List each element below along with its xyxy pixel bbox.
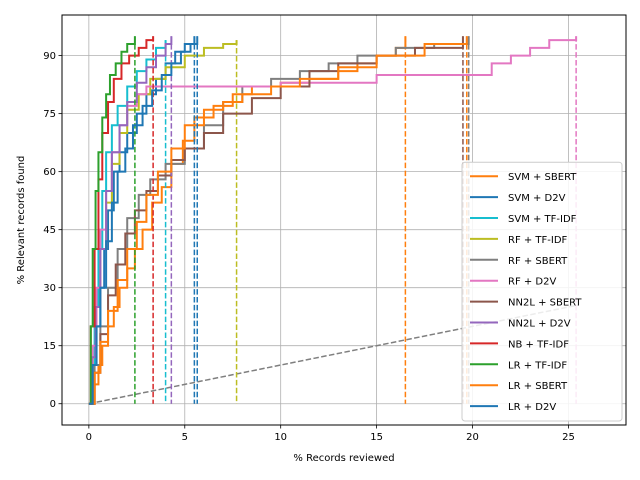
series-line-lr-tf-idf bbox=[88, 36, 136, 405]
y-tick-label: 30 bbox=[43, 283, 56, 294]
x-tick-label: 15 bbox=[370, 432, 383, 443]
y-axis-title: % Relevant records found bbox=[16, 156, 27, 285]
x-tick-label: 25 bbox=[562, 432, 575, 443]
legend-label-rf-sbert: RF + SBERT bbox=[508, 256, 568, 267]
legend-label-lr-d2v: LR + D2V bbox=[508, 402, 556, 413]
x-tick-label: 5 bbox=[182, 432, 188, 443]
legend-label-svm-d2v: SVM + D2V bbox=[508, 193, 566, 204]
y-tick-label: 45 bbox=[43, 225, 56, 236]
series-lines bbox=[88, 36, 579, 405]
series-line-lr-sbert bbox=[88, 36, 468, 405]
axes-frame bbox=[61, 14, 627, 426]
y-axis-ticks: 0 15 30 45 60 75 90 bbox=[43, 51, 62, 410]
legend-box bbox=[461, 161, 623, 422]
legend-label-lr-tf-idf: LR + TF-IDF bbox=[508, 360, 567, 371]
x-axis-title: % Records reviewed bbox=[293, 453, 394, 464]
legend-label-lr-sbert: LR + SBERT bbox=[508, 381, 568, 392]
legend-label-nb-tf-idf: NB + TF-IDF bbox=[508, 339, 569, 350]
legend: SVM + SBERT SVM + D2V SVM + TF-IDF RF + TF-… bbox=[461, 161, 623, 422]
legend-label-rf-tf-idf: RF + TF-IDF bbox=[508, 235, 568, 246]
series-line-nn2l-sbert bbox=[88, 36, 464, 405]
plot-area bbox=[88, 36, 579, 405]
legend-label-svm-sbert: SVM + SBERT bbox=[508, 172, 577, 183]
x-tick-label: 0 bbox=[86, 432, 92, 443]
x-axis-ticks: 0 5 10 15 20 25 bbox=[86, 425, 575, 443]
x-tick-label: 10 bbox=[274, 432, 287, 443]
legend-label-nn2l-d2v: NN2L + D2V bbox=[508, 319, 571, 330]
series-line-nb-tf-idf bbox=[88, 36, 155, 405]
series-line-lr-d2v bbox=[88, 36, 199, 405]
legend-label-nn2l-sbert: NN2L + SBERT bbox=[508, 298, 582, 309]
x-tick-label: 20 bbox=[466, 432, 479, 443]
legend-label-rf-d2v: RF + D2V bbox=[508, 277, 556, 288]
y-tick-label: 0 bbox=[50, 399, 56, 410]
y-tick-label: 90 bbox=[43, 51, 56, 62]
y-tick-label: 15 bbox=[43, 341, 56, 352]
y-tick-label: 75 bbox=[43, 109, 56, 120]
y-tick-label: 60 bbox=[43, 167, 56, 178]
legend-label-svm-tf-idf: SVM + TF-IDF bbox=[508, 214, 577, 225]
